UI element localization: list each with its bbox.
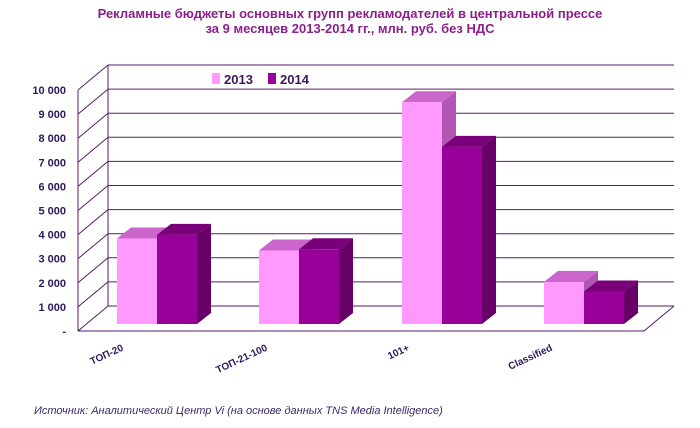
x-tick-label-2: 101+ (386, 343, 411, 363)
legend-swatch-2013 (212, 73, 220, 84)
bar-2014-1 (299, 249, 339, 324)
bar-2013-3 (544, 281, 584, 324)
y-tick-label-9: 9 000 (38, 109, 66, 121)
bar-2014-0-side (197, 223, 211, 324)
gridline-left-5 (77, 185, 109, 211)
y-tick-label-4: 4 000 (38, 230, 66, 242)
bar-2013-2-top (402, 91, 456, 103)
floor-edge (78, 305, 675, 332)
source-note: Источник: Аналитический Центр Vi (на осн… (34, 405, 443, 417)
gridline-left-0 (77, 305, 109, 332)
legend-label-2014: 2014 (280, 72, 310, 87)
gridline-left-3 (77, 233, 109, 260)
bar-2014-0 (157, 234, 197, 324)
gridline-left-2 (77, 257, 109, 284)
x-tick-label-1: ТОП-21-100 (215, 343, 270, 377)
bar-2013-2 (402, 102, 442, 324)
gridline-left-10 (77, 64, 109, 91)
gridline-left-7 (77, 136, 109, 163)
gridline-left-8 (77, 112, 109, 139)
gridline-left-1 (77, 281, 109, 308)
bar-2013-1-top (259, 239, 313, 251)
bar-2013-1 (259, 250, 299, 324)
legend-label-2013: 2013 (224, 72, 253, 87)
gridline-left-4 (77, 209, 109, 235)
y-tick-label-7: 7 000 (38, 157, 66, 169)
y-tick-label-1: 1 000 (38, 302, 66, 314)
bar-2013-0 (117, 238, 157, 324)
chart-title: Рекламные бюджеты основных групп рекламо… (0, 6, 700, 36)
x-tick-label-0: ТОП-20 (89, 343, 126, 368)
bar-2014-3 (584, 291, 624, 324)
bar-2014-3-side (624, 280, 638, 324)
bar-2014-1-top (299, 238, 353, 250)
chart-title-line-2: за 9 месяцев 2013-2014 гг., млн. руб. бе… (205, 21, 495, 36)
bar-2014-2-side (482, 135, 496, 324)
bar-2014-0-top (157, 223, 211, 235)
x-tick-label-3: Classified (507, 343, 554, 373)
bar-2014-1-side (339, 238, 353, 324)
y-tick-label-6: 6 000 (38, 181, 66, 193)
bar-2013-3-top (544, 270, 598, 282)
bar-2014-2-top (442, 135, 496, 147)
gridline-left-9 (77, 88, 109, 115)
y-tick-label-8: 8 000 (38, 133, 66, 145)
y-tick-label-5: 5 000 (38, 206, 66, 218)
y-tick-label-3: 3 000 (38, 254, 66, 266)
y-tick-label-2: 2 000 (38, 278, 66, 290)
y-tick-label-10: 10 000 (32, 85, 66, 97)
chart-title-line-1: Рекламные бюджеты основных групп рекламо… (97, 6, 603, 21)
bar-2014-3-top (584, 280, 638, 292)
y-tick-label-0: - (62, 326, 66, 338)
legend-swatch-2014 (268, 73, 276, 84)
bar-2014-2 (442, 146, 482, 324)
gridline-left-6 (77, 161, 109, 187)
